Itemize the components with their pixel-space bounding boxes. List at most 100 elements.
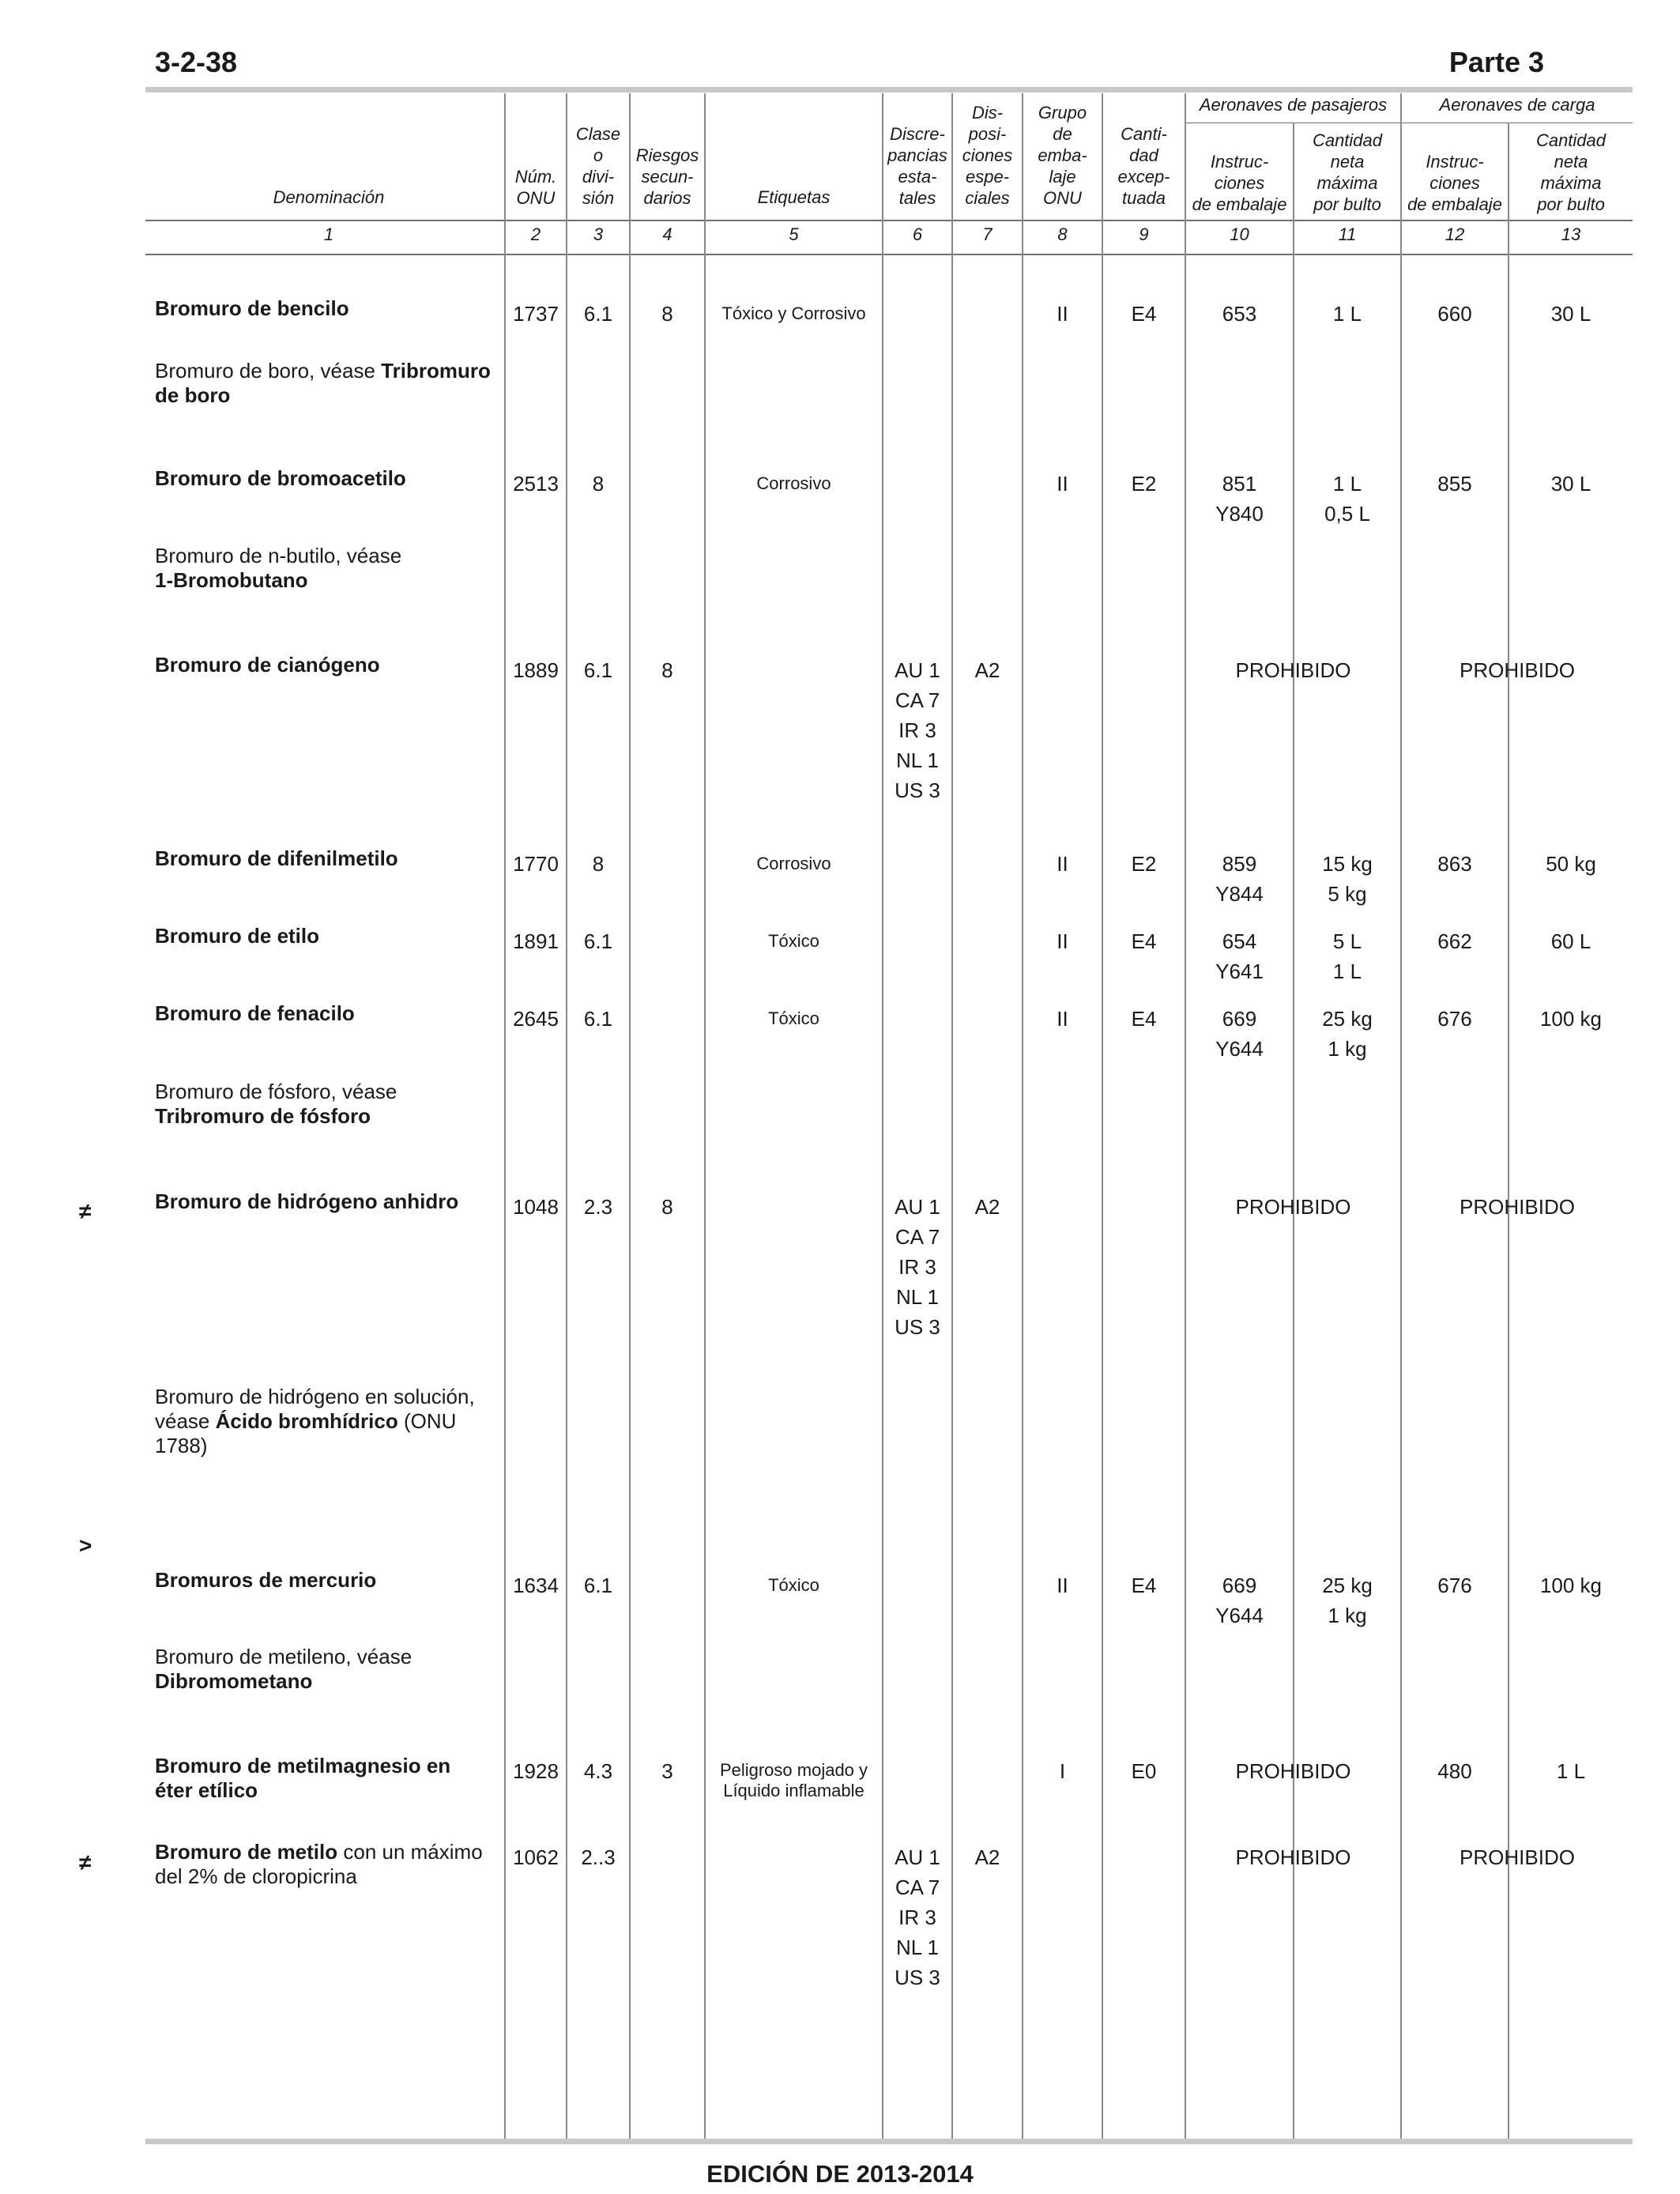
pax-prohibited: PROHIBIDO xyxy=(1235,1759,1351,1783)
header-cargo-instrucciones: Instruc-ciones de embalaje xyxy=(1407,152,1502,214)
entry-name: Bromuro de metilmagnesio en éter etílico xyxy=(155,1754,451,1802)
change-mark: > xyxy=(79,1533,92,1558)
header-etiquetas: Etiquetas xyxy=(757,187,831,207)
entry-name: Bromuro de difenilmetilo xyxy=(155,846,398,870)
onu-number: 1770 xyxy=(513,852,559,876)
packing-group: II xyxy=(1057,1574,1068,1597)
header-num-onu: Núm. ONU xyxy=(514,167,557,208)
cargo-packing-instruction: 855 xyxy=(1437,472,1472,496)
cargo-max-quantity: 1 L xyxy=(1556,1759,1586,1783)
onu-number: 1889 xyxy=(513,658,559,682)
column-number: 11 xyxy=(1338,224,1357,244)
header-discrepancias: Discre-pancias esta-tales xyxy=(887,124,947,208)
change-mark: ≠ xyxy=(79,1199,92,1223)
labels: Tóxico xyxy=(768,1008,819,1028)
pax-packing-instruction: 851 Y840 xyxy=(1215,472,1264,526)
excepted-quantity: E0 xyxy=(1131,1759,1157,1783)
header-aeronaves-pasajeros: Aeronaves de pasajeros xyxy=(1199,95,1388,115)
cargo-max-quantity: 100 kg xyxy=(1539,1574,1603,1597)
column-number: 4 xyxy=(662,224,672,244)
pax-max-quantity: 25 kg 1 kg xyxy=(1322,1574,1373,1627)
special-provisions: A2 xyxy=(974,1195,1000,1219)
header-cantidad-exceptuada: Canti-dad excep-tuada xyxy=(1117,124,1170,208)
excepted-quantity: E2 xyxy=(1131,472,1157,496)
header-pax-instrucciones: Instruc-ciones de embalaje xyxy=(1192,152,1287,214)
class-division: 6.1 xyxy=(583,1007,613,1031)
onu-number: 1634 xyxy=(513,1574,559,1597)
labels: Corrosivo xyxy=(756,854,831,873)
header-cargo-cantidad: Cantidad neta máxima por bulto xyxy=(1535,130,1607,214)
packing-group: II xyxy=(1057,302,1068,326)
header-disposiciones: Dis-posi-ciones espe-ciales xyxy=(962,103,1013,208)
pax-packing-instruction: 859 Y844 xyxy=(1215,852,1264,906)
bottom-rule xyxy=(145,2139,1633,2144)
cargo-max-quantity: 100 kg xyxy=(1539,1007,1603,1031)
state-variations: AU 1 CA 7 IR 3 NL 1 US 3 xyxy=(895,658,940,802)
entry-reference: Bromuro de metileno, véase Dibromometano xyxy=(155,1645,412,1693)
onu-number: 1048 xyxy=(513,1195,559,1219)
class-division: 8 xyxy=(592,472,605,496)
packing-group: II xyxy=(1057,852,1068,876)
class-division: 4.3 xyxy=(583,1759,613,1783)
labels: Tóxico y Corrosivo xyxy=(721,303,866,323)
cargo-prohibited: PROHIBIDO xyxy=(1460,658,1575,682)
class-division: 8 xyxy=(592,852,605,876)
class-division: 2.3 xyxy=(583,1195,613,1219)
secondary-risk: 8 xyxy=(661,658,673,682)
column-number: 5 xyxy=(789,224,799,244)
cargo-packing-instruction: 480 xyxy=(1437,1759,1472,1783)
state-variations: AU 1 CA 7 IR 3 NL 1 US 3 xyxy=(895,1845,940,1989)
entry-name: Bromuro de fenacilo xyxy=(155,1001,355,1025)
class-division: 6.1 xyxy=(583,929,613,953)
excepted-quantity: E4 xyxy=(1131,302,1157,326)
special-provisions: A2 xyxy=(974,1845,1000,1869)
cargo-packing-instruction: 863 xyxy=(1437,852,1472,876)
pax-prohibited: PROHIBIDO xyxy=(1235,658,1351,682)
top-rule xyxy=(145,87,1633,92)
header-aeronaves-carga: Aeronaves de carga xyxy=(1439,95,1595,115)
column-number: 8 xyxy=(1057,224,1068,244)
labels: Tóxico xyxy=(768,1575,819,1595)
onu-number: 2645 xyxy=(513,1007,559,1031)
pax-max-quantity: 15 kg 5 kg xyxy=(1322,852,1373,906)
special-provisions: A2 xyxy=(974,658,1000,682)
packing-group: I xyxy=(1059,1759,1066,1783)
pax-packing-instruction: 654 Y641 xyxy=(1215,929,1264,983)
excepted-quantity: E4 xyxy=(1131,1007,1157,1031)
cargo-max-quantity: 50 kg xyxy=(1546,852,1596,876)
onu-number: 1062 xyxy=(513,1845,559,1869)
pax-packing-instruction: 653 xyxy=(1222,302,1257,326)
entry-name: Bromuro de etilo xyxy=(155,924,320,948)
labels: Corrosivo xyxy=(756,473,831,493)
column-number: 6 xyxy=(912,224,923,244)
header-grupo-embalaje: Grupo de emba-laje ONU xyxy=(1038,103,1087,208)
entry-reference: Bromuro de n-butilo, véase 1-Bromobutano xyxy=(155,544,402,592)
onu-number: 2513 xyxy=(513,472,559,496)
cargo-max-quantity: 30 L xyxy=(1550,302,1591,326)
entry-reference: Bromuro de boro, véase Tribromuro de bor… xyxy=(155,359,491,407)
column-number: 13 xyxy=(1561,224,1581,244)
cargo-prohibited: PROHIBIDO xyxy=(1460,1195,1575,1219)
column-number: 3 xyxy=(593,224,604,244)
cargo-max-quantity: 30 L xyxy=(1550,472,1591,496)
entry-name: Bromuros de mercurio xyxy=(155,1568,377,1592)
entry-name: Bromuro de metilo con un máximo del 2% d… xyxy=(155,1840,483,1888)
entry-name: Bromuro de bencilo xyxy=(155,296,349,320)
pax-prohibited: PROHIBIDO xyxy=(1235,1195,1351,1219)
excepted-quantity: E2 xyxy=(1131,852,1157,876)
column-number: 2 xyxy=(530,224,541,244)
entry-reference: Bromuro de hidrógeno en solución, véase … xyxy=(155,1385,475,1457)
class-division: 2..3 xyxy=(581,1845,616,1869)
excepted-quantity: E4 xyxy=(1131,1574,1157,1597)
column-number: 10 xyxy=(1230,224,1249,244)
secondary-risk: 3 xyxy=(661,1759,673,1783)
packing-group: II xyxy=(1057,1007,1068,1031)
pax-max-quantity: 1 L xyxy=(1332,302,1362,326)
header-clase: Clase o divi-sión xyxy=(575,124,621,208)
page-number: 3-2-38 xyxy=(155,46,238,78)
pax-max-quantity: 1 L 0,5 L xyxy=(1324,472,1370,526)
cargo-max-quantity: 60 L xyxy=(1550,929,1591,953)
labels: Tóxico xyxy=(768,931,819,951)
pax-prohibited: PROHIBIDO xyxy=(1235,1845,1351,1869)
